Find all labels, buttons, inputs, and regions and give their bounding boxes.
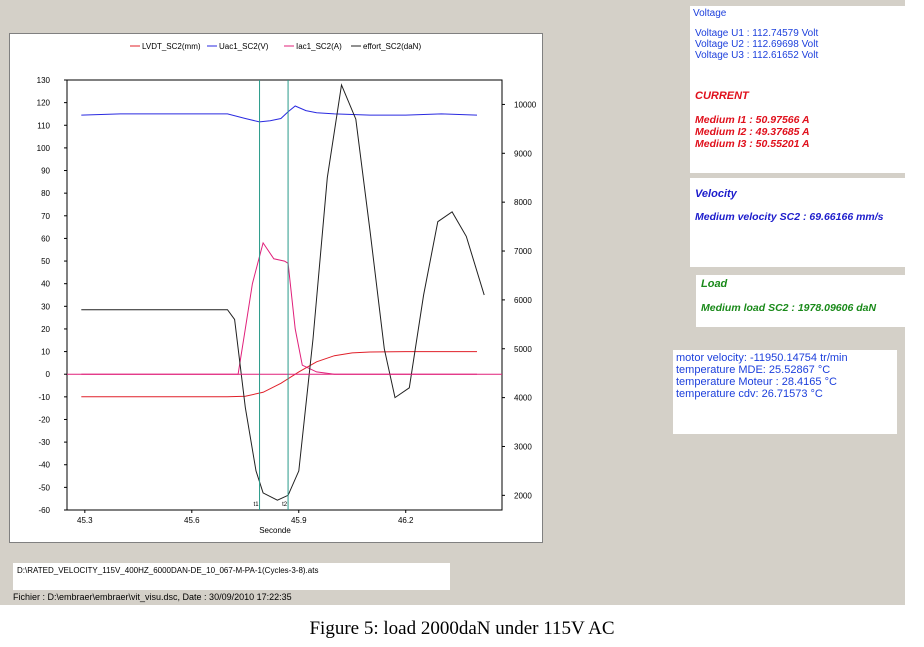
file-path-text: D:\RATED_VELOCITY_115V_400HZ_6000DAN-DE_… <box>17 566 319 575</box>
load-value: Medium load SC2 : 1978.09606 daN <box>701 302 877 314</box>
current-title: CURRENT <box>695 90 749 102</box>
y-right-tick-label: 9000 <box>514 149 532 158</box>
effort-series-line <box>81 83 485 501</box>
y-left-tick-label: -20 <box>38 415 50 424</box>
y-left-tick-label: -40 <box>38 461 50 470</box>
legend-label: effort_SC2(daN) <box>363 42 421 51</box>
y-right-tick-label: 2000 <box>514 491 532 500</box>
x-tick-label: 45.6 <box>184 516 200 525</box>
x-tick-label: 45.3 <box>77 516 93 525</box>
y-right-tick-label: 6000 <box>514 296 532 305</box>
temperature-mde: temperature MDE: 25.52867 °C <box>676 364 831 376</box>
y-left-tick-label: -10 <box>38 393 50 402</box>
current-i1: Medium I1 : 50.97566 A <box>695 114 810 126</box>
cursor-label: t1 <box>254 502 260 508</box>
temperature-moteur: temperature Moteur : 28.4165 °C <box>676 376 837 388</box>
velocity-value: Medium velocity SC2 : 69.66166 mm/s <box>695 211 884 223</box>
y-right-tick-label: 10000 <box>514 100 537 109</box>
lvdt-series-line <box>81 351 477 398</box>
y-left-tick-label: 60 <box>41 234 50 243</box>
status-bar: Fichier : D:\embraer\embraer\vit_visu.ds… <box>13 592 292 602</box>
current-i2: Medium I2 : 49.37685 A <box>695 126 810 138</box>
y-right-tick-label: 7000 <box>514 247 532 256</box>
iac-series-line <box>81 241 477 375</box>
voltage-title: Voltage <box>693 8 727 19</box>
temperature-cdv: temperature cdv: 26.71573 °C <box>676 388 823 400</box>
load-panel: Load Medium load SC2 : 1978.09606 daN <box>696 275 905 327</box>
application-window: LVDT_SC2(mm) Uac1_SC2(V) Iac1_SC2(A) effort… <box>0 0 905 605</box>
y-left-tick-label: 120 <box>37 99 51 108</box>
y-right-tick-label: 4000 <box>514 394 532 403</box>
y-left-tick-label: 50 <box>41 257 50 266</box>
motor-velocity: motor velocity: -11950.14754 tr/min <box>676 352 848 364</box>
y-left-tick-label: 80 <box>41 189 50 198</box>
legend-label: Iac1_SC2(A) <box>296 42 342 51</box>
load-title: Load <box>701 278 728 290</box>
y-left-tick-label: -60 <box>38 506 50 515</box>
y-left-tick-label: 110 <box>37 121 50 130</box>
y-left-tick-label: 40 <box>41 280 50 289</box>
voltage-panel: Voltage Voltage U1 : 112.74579 Volt Volt… <box>690 6 905 173</box>
y-left-tick-label: 30 <box>41 302 50 311</box>
velocity-panel: Velocity Medium velocity SC2 : 69.66166 … <box>690 178 905 267</box>
y-left-tick-label: 70 <box>41 212 50 221</box>
voltage-u1: Voltage U1 : 112.74579 Volt <box>695 28 819 39</box>
motor-panel: motor velocity: -11950.14754 tr/min temp… <box>673 350 897 434</box>
y-left-tick-label: 130 <box>37 76 51 85</box>
y-left-tick-label: 100 <box>37 144 51 153</box>
y-left-tick-label: -50 <box>38 483 50 492</box>
y-left-tick-label: 0 <box>46 370 51 379</box>
file-path-field[interactable]: D:\RATED_VELOCITY_115V_400HZ_6000DAN-DE_… <box>13 563 450 590</box>
chart-svg: LVDT_SC2(mm) Uac1_SC2(V) Iac1_SC2(A) effort… <box>37 42 537 535</box>
y-right-tick-label: 8000 <box>514 198 532 207</box>
y-right-tick-label: 3000 <box>514 442 532 451</box>
uac-series-line <box>81 105 478 123</box>
voltage-u3: Voltage U3 : 112.61652 Volt <box>695 50 819 61</box>
velocity-title: Velocity <box>695 188 737 200</box>
figure-caption: Figure 5: load 2000daN under 115V AC <box>309 618 615 639</box>
legend-label: Uac1_SC2(V) <box>219 42 269 51</box>
y-left-tick-label: 20 <box>41 325 50 334</box>
plot-border <box>66 79 503 511</box>
x-tick-label: 46.2 <box>398 516 414 525</box>
chart-area[interactable]: LVDT_SC2(mm) Uac1_SC2(V) Iac1_SC2(A) effort… <box>9 33 543 543</box>
x-tick-label: 45.9 <box>291 516 307 525</box>
current-i3: Medium I3 : 50.55201 A <box>695 138 810 150</box>
y-left-tick-label: 10 <box>41 348 50 357</box>
cursor-label: t2 <box>282 502 288 508</box>
y-right-tick-label: 5000 <box>514 345 532 354</box>
x-axis-label: Seconde <box>259 526 291 535</box>
voltage-u2: Voltage U2 : 112.69698 Volt <box>695 39 819 50</box>
y-left-tick-label: -30 <box>38 438 50 447</box>
legend-label: LVDT_SC2(mm) <box>142 42 201 51</box>
y-left-tick-label: 90 <box>41 167 50 176</box>
